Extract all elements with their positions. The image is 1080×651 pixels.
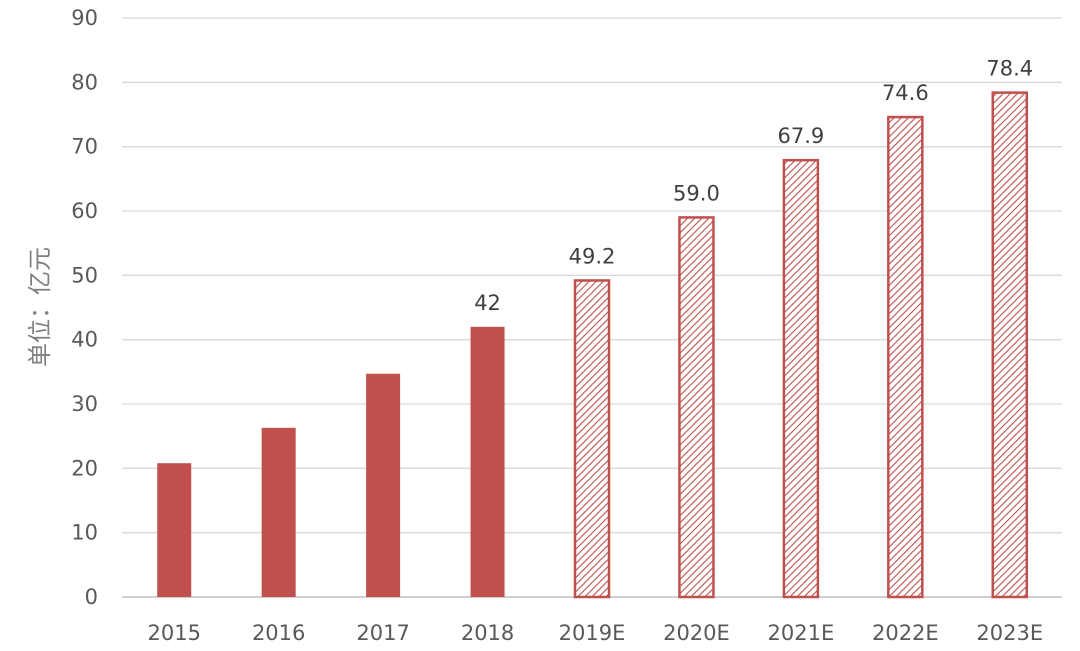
data-label-2019E: 49.2	[569, 244, 616, 268]
data-label-2018: 42	[474, 291, 501, 315]
x-tick-label: 2020E	[663, 621, 730, 645]
bar-2020E	[678, 216, 715, 599]
y-tick-label: 20	[71, 456, 98, 480]
y-tick-label: 80	[71, 70, 98, 94]
bar-2016	[261, 427, 296, 597]
bar-2017	[366, 373, 401, 597]
x-tick-label: 2015	[147, 621, 200, 645]
y-axis-ticks: 0 10 20 30 40 50 60 70 80 90	[71, 6, 98, 609]
data-label-2023E: 78.4	[986, 57, 1033, 81]
y-tick-label: 60	[71, 199, 98, 223]
x-tick-label: 2018	[461, 621, 514, 645]
bars	[157, 91, 1029, 599]
y-tick-label: 90	[71, 6, 98, 30]
data-label-2022E: 74.6	[882, 81, 929, 105]
x-tick-label: 2017	[356, 621, 409, 645]
bar-2023E	[991, 91, 1029, 599]
x-tick-label: 2022E	[872, 621, 939, 645]
data-label-2021E: 67.9	[778, 124, 825, 148]
bar-2022E	[887, 115, 924, 599]
y-tick-label: 40	[71, 328, 98, 352]
y-tick-label: 0	[85, 585, 98, 609]
bar-2021E	[782, 158, 820, 599]
y-tick-label: 50	[71, 263, 98, 287]
x-tick-label: 2023E	[976, 621, 1043, 645]
bar-2019E	[573, 279, 611, 599]
y-tick-label: 10	[71, 521, 98, 545]
x-axis-ticks: 2015 2016 2017 2018 2019E 2020E 2021E 2022E 2023…	[147, 621, 1043, 645]
x-tick-label: 2016	[252, 621, 305, 645]
x-tick-label: 2021E	[768, 621, 835, 645]
y-tick-label: 30	[71, 392, 98, 416]
y-tick-label: 70	[71, 135, 98, 159]
y-axis-title: 单位：亿元	[26, 247, 54, 367]
data-labels: 42 49.2 59.0 67.9 74.6 78.4	[474, 57, 1033, 315]
x-tick-label: 2019E	[559, 621, 626, 645]
data-label-2020E: 59.0	[673, 181, 720, 205]
bar-2018	[470, 326, 505, 597]
bar-2015	[157, 463, 192, 597]
